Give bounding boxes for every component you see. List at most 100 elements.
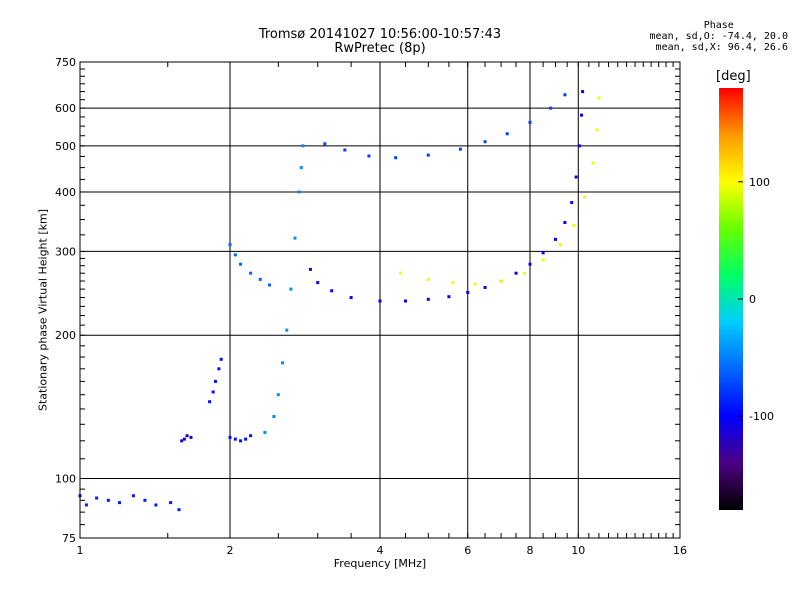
echo-point — [276, 393, 280, 397]
echo-point — [451, 281, 455, 285]
echo-point — [553, 237, 557, 241]
echo-point — [233, 253, 237, 257]
echo-point — [208, 400, 212, 404]
echo-point — [483, 140, 487, 144]
echo-point — [330, 289, 334, 293]
echo-point — [541, 251, 545, 255]
echo-point — [217, 367, 221, 371]
echo-point — [177, 508, 181, 512]
plot-frame — [79, 61, 681, 539]
echo-point — [258, 277, 262, 281]
y-tick-label: 400 — [55, 186, 76, 199]
echo-point — [541, 258, 545, 262]
echo-point — [228, 243, 232, 247]
echo-point — [447, 295, 451, 299]
phase-heading: Phase — [703, 20, 734, 31]
echo-point — [131, 494, 135, 498]
echo-point — [581, 90, 585, 94]
echo-point — [323, 142, 327, 146]
echo-point — [577, 144, 581, 148]
x-axis-label: Frequency [MHz] — [333, 557, 427, 570]
plot-title: Tromsø 20141027 10:56:00-10:57:43 — [258, 27, 502, 42]
echo-point — [244, 437, 248, 441]
echo-point — [228, 435, 232, 439]
echo-point — [211, 390, 215, 394]
echo-point — [143, 498, 147, 502]
echo-point — [563, 93, 567, 97]
y-tick-label: 300 — [55, 245, 76, 258]
echo-point — [293, 236, 297, 240]
echo-point — [574, 175, 578, 179]
echo-point — [558, 243, 562, 247]
echo-point — [180, 439, 184, 443]
echo-point — [301, 144, 305, 148]
echo-point — [591, 161, 595, 165]
y-tick-label: 750 — [55, 56, 76, 69]
echo-point — [289, 287, 293, 291]
echo-point — [505, 132, 509, 136]
echo-point — [399, 271, 403, 275]
echo-point — [570, 201, 574, 205]
echo-point — [297, 190, 301, 194]
x-tick-label: 8 — [527, 544, 534, 557]
y-tick-label: 100 — [55, 473, 76, 486]
echo-point — [343, 148, 347, 152]
echo-point — [267, 283, 271, 287]
echo-point — [95, 496, 99, 500]
echo-point — [117, 501, 121, 505]
echo-point — [189, 435, 193, 439]
phase-colorbar: 100 0 -100 — [719, 88, 774, 510]
echo-point — [349, 296, 353, 300]
phase-x-stats: mean, sd,X: 96.4, 26.6 — [655, 42, 788, 53]
echo-point — [249, 434, 253, 438]
echo-point — [426, 277, 430, 281]
echo-point — [580, 113, 584, 117]
echo-point — [106, 498, 110, 502]
colorbar-tick-label: 0 — [749, 293, 756, 306]
echo-point — [233, 437, 237, 441]
echo-point — [378, 299, 382, 303]
echo-point — [169, 501, 173, 505]
echo-point — [182, 437, 186, 441]
echo-point — [263, 430, 267, 434]
echo-point — [523, 271, 527, 275]
y-tick-label: 600 — [55, 102, 76, 115]
echo-point — [572, 224, 576, 228]
echo-point — [595, 128, 599, 132]
x-tick-label: 16 — [673, 544, 687, 557]
y-tick-label: 75 — [62, 532, 76, 545]
echo-point — [213, 379, 217, 383]
echo-point — [299, 166, 303, 170]
echo-point — [583, 195, 587, 199]
echo-point — [219, 357, 223, 361]
echo-point — [185, 434, 189, 438]
echo-point — [499, 279, 503, 283]
echo-point — [367, 154, 371, 158]
echo-point — [239, 439, 243, 443]
x-tick-label: 1 — [77, 544, 84, 557]
x-tick-label: 4 — [377, 544, 384, 557]
echo-point — [316, 281, 320, 285]
echo-point — [514, 271, 518, 275]
echo-point — [84, 503, 88, 507]
x-tick-label: 2 — [227, 544, 234, 557]
echo-point — [597, 96, 601, 100]
colorbar-unit: [deg] — [716, 69, 751, 84]
y-tick-label: 200 — [55, 329, 76, 342]
echo-point — [394, 156, 398, 160]
y-tick-label: 500 — [55, 140, 76, 153]
echo-point — [466, 290, 470, 294]
echo-point — [426, 153, 430, 157]
x-tick-label: 10 — [571, 544, 585, 557]
plot-subtitle: RwPretec (8p) — [334, 41, 426, 56]
y-axis-label: Stationary phase Virtual Height [km] — [36, 208, 50, 412]
echo-point — [483, 285, 487, 289]
echo-point — [281, 361, 285, 365]
colorbar-tick-label: 100 — [749, 176, 770, 189]
echo-point — [528, 120, 532, 124]
phase-summary: Phase mean, sd,O: -74.4, 20.0 mean, sd,X… — [650, 20, 788, 53]
echo-point — [285, 328, 289, 332]
echo-point — [272, 414, 276, 418]
echo-point — [154, 503, 158, 507]
echo-point — [249, 271, 253, 275]
